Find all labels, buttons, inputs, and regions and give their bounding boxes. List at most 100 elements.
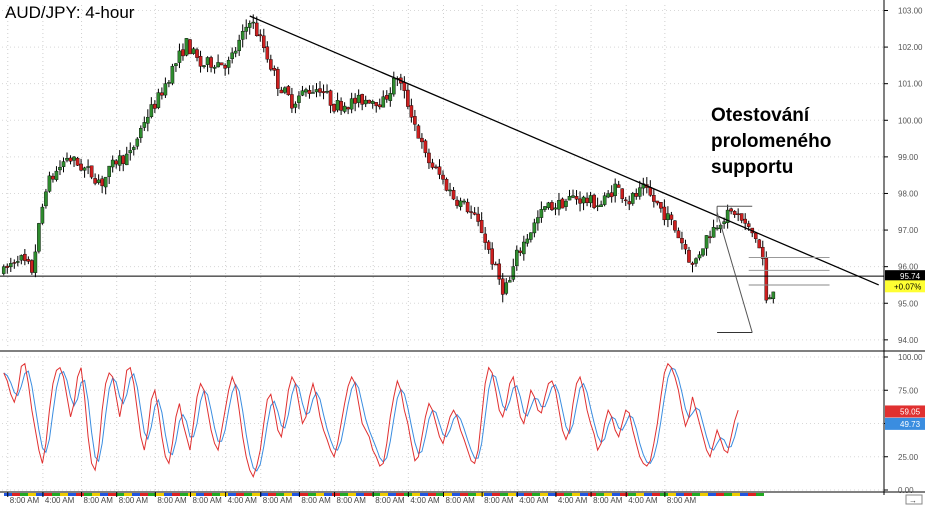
candle-body	[100, 178, 104, 187]
candle-body	[272, 68, 277, 71]
candle-body	[216, 62, 220, 68]
candle-body	[666, 213, 670, 220]
session-strip	[532, 493, 540, 496]
session-strip	[692, 493, 700, 496]
annotation: Otestování prolomeného supportu	[711, 105, 831, 178]
candle-body	[8, 263, 13, 268]
candle-body	[550, 202, 554, 211]
osc-fast-line	[3, 362, 739, 478]
session-strip	[516, 493, 524, 496]
candle-body	[497, 263, 502, 280]
session-strip	[188, 493, 196, 496]
candle-body	[648, 187, 653, 196]
candle-body	[167, 82, 171, 84]
session-strip	[652, 493, 660, 496]
session-strip	[436, 493, 444, 496]
candle-body	[388, 93, 393, 101]
candle-body	[437, 166, 442, 175]
session-strip	[668, 493, 676, 496]
candle-body	[184, 38, 189, 56]
candle-body	[585, 197, 589, 203]
session-strip	[468, 493, 476, 496]
osc-value-badge-0	[885, 405, 925, 418]
session-strip	[500, 493, 508, 496]
session-strip	[572, 493, 580, 496]
candle-body	[409, 105, 414, 118]
annotation-line: supportu	[711, 157, 793, 178]
candle-body	[163, 83, 168, 96]
candle-body	[458, 200, 463, 207]
session-strip	[756, 493, 764, 496]
candle-body	[5, 265, 10, 268]
candle-body	[581, 196, 586, 204]
annotation-line: Otestování	[711, 105, 810, 126]
candle-body	[606, 193, 610, 198]
candle-body	[613, 183, 617, 196]
candle-body	[349, 98, 354, 110]
candle-body	[328, 90, 333, 106]
candle-body	[93, 178, 97, 184]
candle-body	[356, 94, 361, 103]
session-strip	[268, 493, 276, 496]
candle-body	[402, 82, 407, 91]
session-strip	[628, 493, 636, 496]
candle-body	[258, 34, 263, 37]
candle-body	[441, 174, 445, 180]
candle-body	[89, 165, 94, 178]
session-strip	[380, 493, 388, 496]
candle-body	[743, 218, 747, 224]
candle-body	[198, 56, 203, 67]
candle-body	[23, 253, 27, 261]
session-strip	[100, 493, 108, 496]
candle-body	[72, 156, 76, 161]
candle-body	[536, 217, 540, 224]
downtrend-line	[249, 15, 879, 286]
current-price-badge	[885, 270, 925, 283]
candle-body	[244, 26, 249, 32]
candle-body	[107, 165, 111, 177]
candle-body	[637, 187, 642, 197]
candle-body	[251, 21, 256, 24]
candle-body	[286, 86, 291, 96]
candle-body	[342, 105, 347, 112]
candle-body	[715, 227, 719, 230]
candle-body	[16, 261, 20, 263]
session-strip	[116, 493, 124, 496]
candle-body	[427, 152, 431, 164]
candle-body	[567, 196, 572, 201]
osc-tick-label: 75.00	[898, 386, 919, 395]
candle-body	[623, 199, 628, 202]
candle-body	[54, 170, 59, 180]
change-label: +0.07%	[894, 282, 921, 291]
candle-body	[620, 188, 625, 199]
time-tick-label: 8:00 AM	[119, 496, 149, 505]
candle-body	[697, 254, 702, 259]
candle-body	[543, 206, 547, 210]
session-strip	[684, 493, 692, 496]
price-tick-label: 103.00	[898, 6, 923, 15]
candle-body	[574, 196, 579, 200]
candle-body	[332, 103, 336, 112]
candle-body	[37, 223, 41, 252]
candle-body	[676, 230, 681, 239]
candle-body	[557, 200, 561, 210]
candle-body	[736, 213, 740, 215]
candle-body	[219, 62, 224, 66]
session-strip	[164, 493, 172, 496]
oscillator-grid	[2, 356, 884, 491]
candle-body	[511, 266, 516, 280]
session-strip	[452, 493, 460, 496]
candle-body	[673, 220, 677, 231]
session-strip	[388, 493, 396, 496]
time-tick-label: 4:00 AM	[410, 496, 440, 505]
candle-body	[339, 100, 343, 111]
candle-body	[44, 191, 48, 207]
time-tick-label: 4:00 AM	[519, 496, 549, 505]
candle-body	[142, 122, 147, 128]
time-tick-label: 4:00 AM	[228, 496, 258, 505]
candle-body	[353, 97, 357, 104]
candle-body	[297, 95, 301, 103]
candle-body	[746, 223, 751, 227]
candle-body	[413, 116, 417, 125]
candle-body	[694, 258, 698, 264]
